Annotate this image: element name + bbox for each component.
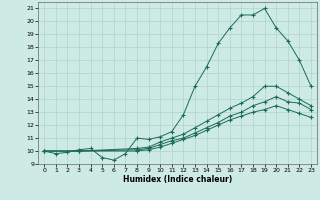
X-axis label: Humidex (Indice chaleur): Humidex (Indice chaleur) <box>123 175 232 184</box>
